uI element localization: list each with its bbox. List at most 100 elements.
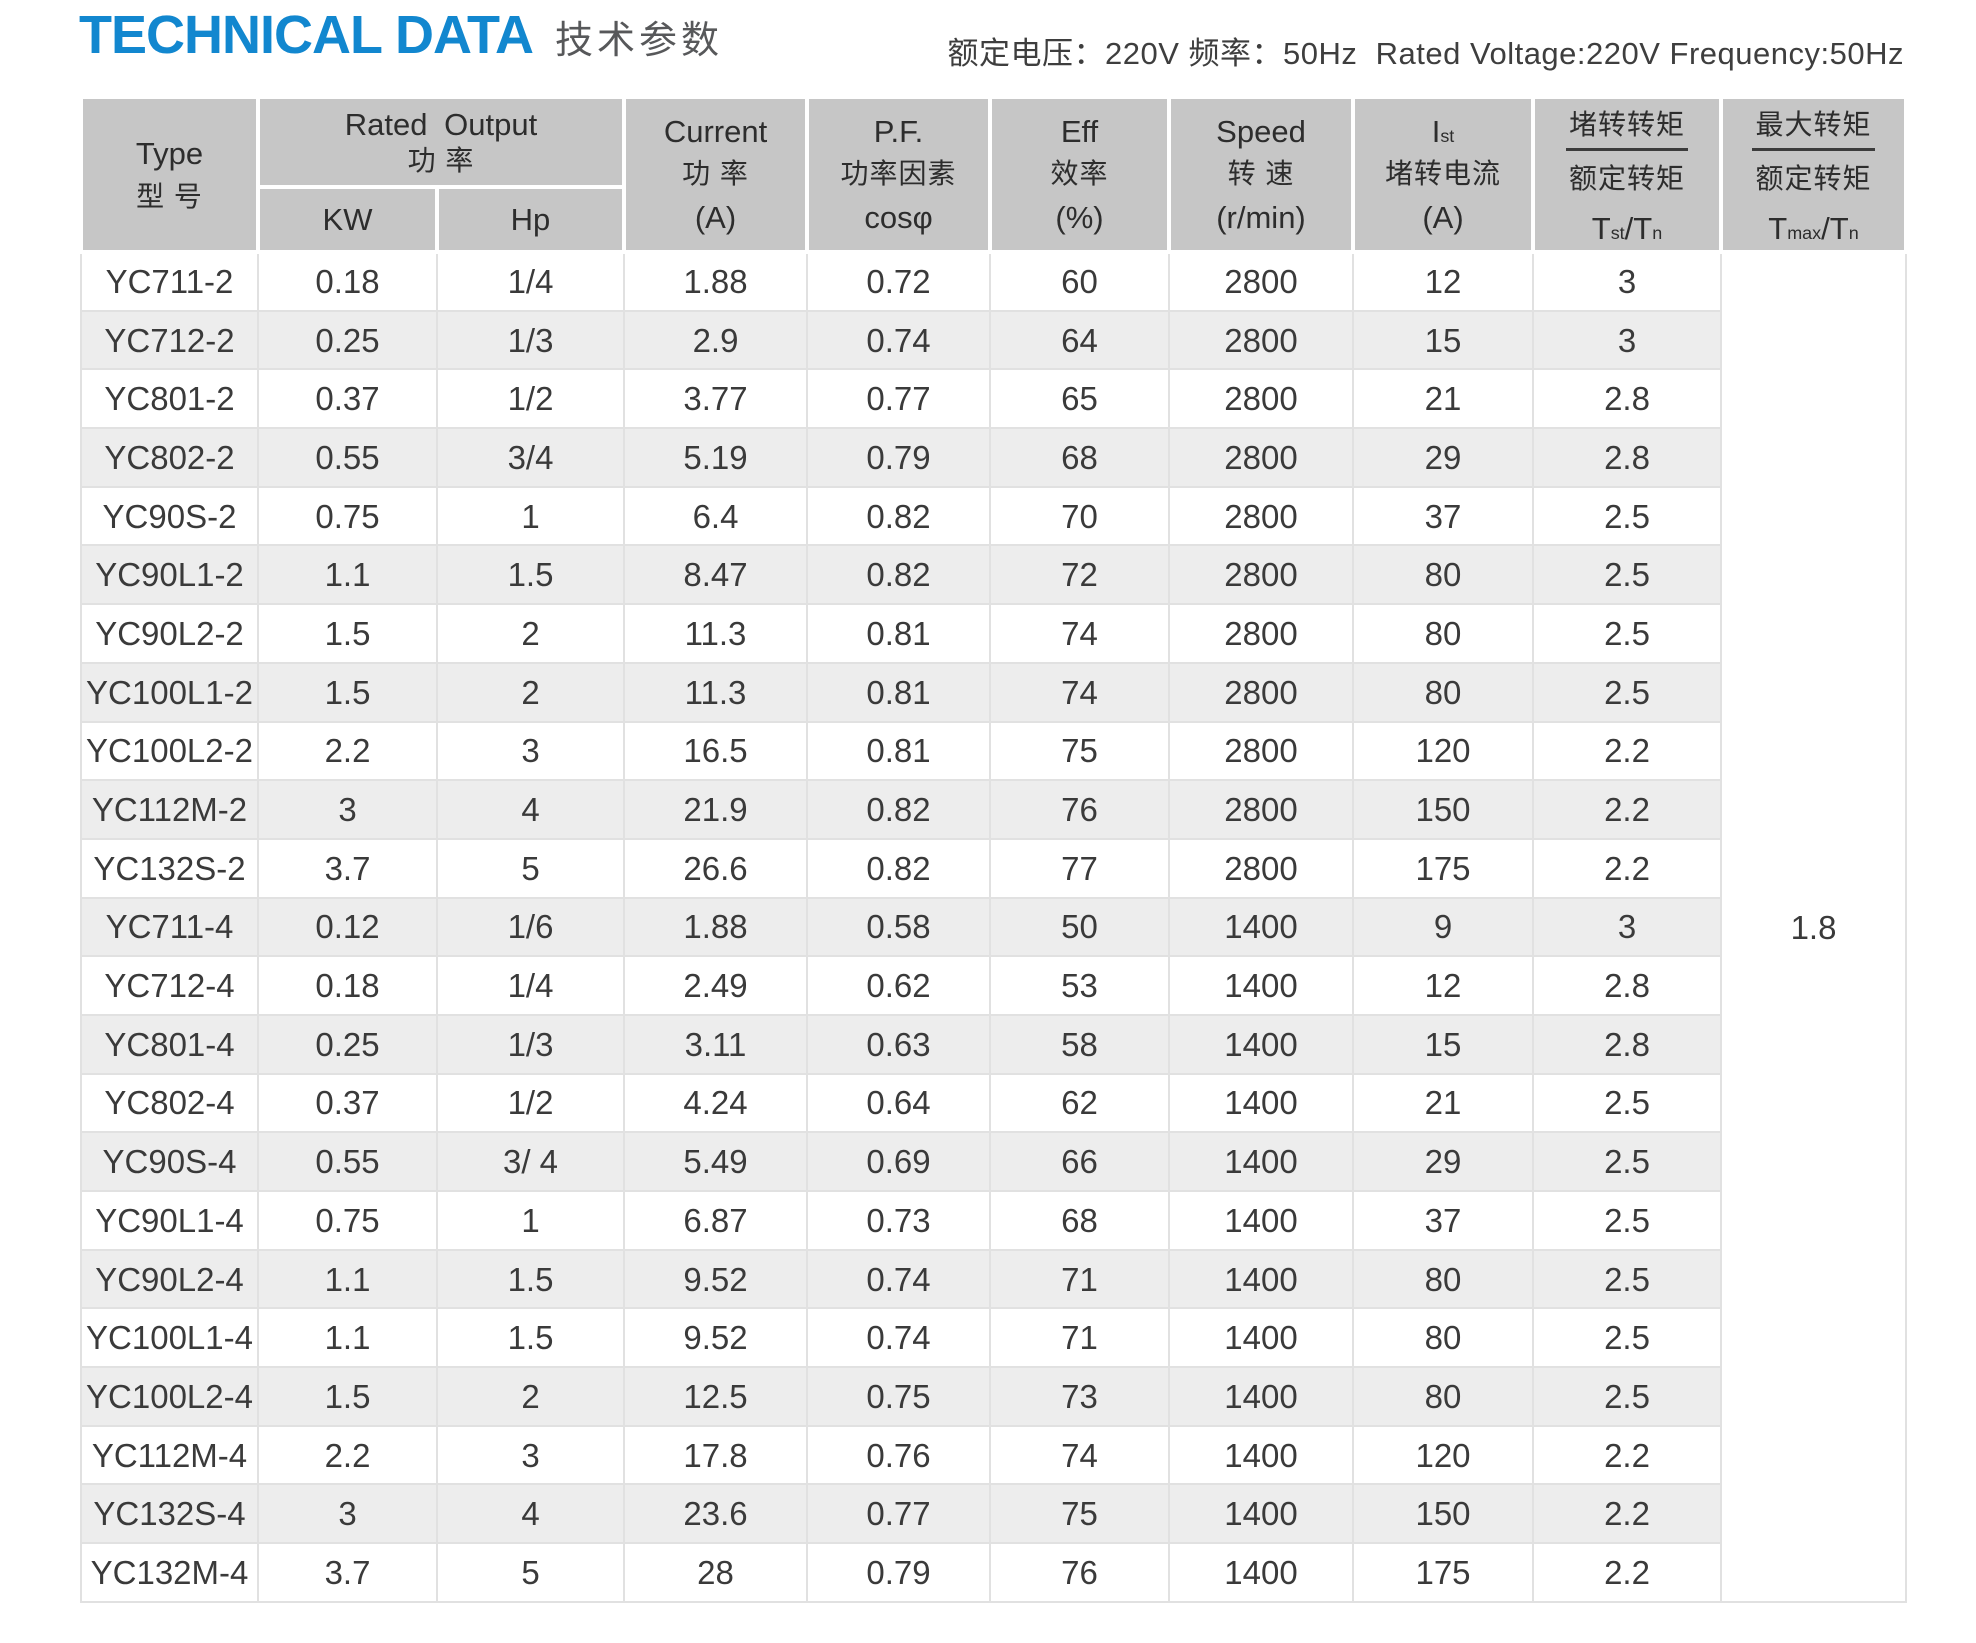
cell-eff: 60 [989,251,1170,312]
page-title-cn: 技术参数 [555,20,724,62]
cell-eff: 58 [989,1013,1170,1075]
cell-pf: 0.82 [806,837,991,899]
header-pf-en: P.F. [873,113,924,149]
cell-hp: 1 [436,485,625,547]
cell-type: YC802-2 [80,427,259,488]
cell-eff: 64 [989,309,1170,371]
cell-eff: 65 [989,368,1170,430]
cell-hp: 5 [436,1542,625,1603]
table-row: YC112M-4 2.2 3 17.8 0.76 74 1400 120 2.2 [80,1424,1906,1486]
cell-hp: 3 [436,1424,625,1486]
header-ist-unit: (A) [1422,199,1464,235]
cell-ist: 175 [1352,837,1534,899]
table-row: YC132S-2 3.7 5 26.6 0.82 77 2800 175 2.2 [80,837,1906,899]
cell-ist: 80 [1352,1366,1534,1427]
cell-type: YC711-4 [80,896,259,958]
cell-type: YC112M-2 [80,779,259,840]
cell-kw: 3.7 [257,1542,438,1603]
cell-speed: 2800 [1168,427,1354,488]
header-rated-output-en: Rated Output [344,107,538,143]
table-row: YC90L2-4 1.1 1.5 9.52 0.74 71 1400 80 2.… [80,1248,1906,1310]
cell-kw: 0.18 [257,251,438,312]
cell-pf: 0.64 [806,1072,991,1134]
header-ist-cn: 堵转电流 [1384,158,1501,190]
table-row: YC100L1-4 1.1 1.5 9.52 0.74 71 1400 80 2… [80,1307,1906,1369]
cell-speed: 1400 [1168,1248,1354,1310]
cell-ist: 150 [1352,779,1534,840]
table-row: YC100L2-4 1.5 2 12.5 0.75 73 1400 80 2.5 [80,1366,1906,1427]
cell-current: 26.6 [623,837,808,899]
cell-hp: 3/4 [436,427,625,488]
cell-eff: 77 [989,837,1170,899]
header-kw: KW [256,185,439,254]
cell-type: YC100L1-4 [80,1307,259,1369]
cell-tst: 2.5 [1532,1131,1722,1192]
header-type-en: Type [135,136,204,172]
cell-pf: 0.75 [806,1366,991,1427]
cell-speed: 1400 [1168,896,1354,958]
header-current-cn: 功 率 [682,158,749,190]
cell-kw: 2.2 [257,1424,438,1486]
cell-eff: 74 [989,661,1170,723]
cell-ist: 175 [1352,1542,1534,1603]
cell-tst: 2.5 [1532,1366,1722,1427]
cell-type: YC90L1-4 [80,1190,259,1251]
cell-hp: 1/3 [436,1013,625,1075]
rating-note: 额定电压：220V 频率：50Hz Rated Voltage:220V Fre… [947,36,1904,71]
cell-tmax-merged: 1.8 [1720,251,1907,1603]
cell-ist: 29 [1352,427,1534,488]
cell-ist: 21 [1352,368,1534,430]
header-ist-symbol: Ist [1431,113,1455,149]
cell-pf: 0.76 [806,1424,991,1486]
header-current: Current 功 率 (A) [622,95,809,254]
cell-type: YC90L2-2 [80,603,259,664]
table-body: YC711-2 0.18 1/4 1.88 0.72 60 2800 12 3 … [80,251,1907,1603]
cell-hp: 1/4 [436,251,625,312]
cell-current: 1.88 [623,896,808,958]
header-eff: Eff 效率 (%) [988,95,1171,254]
cell-tst: 2.8 [1532,1013,1722,1075]
header-pf-cn: 功率因素 [840,158,957,190]
cell-current: 11.3 [623,661,808,723]
cell-kw: 0.25 [257,1013,438,1075]
cell-ist: 80 [1352,661,1534,723]
cell-kw: 0.12 [257,896,438,958]
cell-speed: 1400 [1168,1542,1354,1603]
cell-current: 8.47 [623,544,808,606]
cell-ist: 120 [1352,720,1534,782]
table-row: YC132M-4 3.7 5 28 0.79 76 1400 175 2.2 [80,1542,1906,1603]
cell-speed: 2800 [1168,837,1354,899]
cell-pf: 0.72 [806,251,991,312]
cell-kw: 1.5 [257,1366,438,1427]
cell-hp: 2 [436,661,625,723]
table-row: YC112M-2 3 4 21.9 0.82 76 2800 150 2.2 [80,779,1906,840]
cell-type: YC801-2 [80,368,259,430]
header-pf-formula: cosφ [864,199,933,235]
cell-pf: 0.81 [806,603,991,664]
cell-type: YC100L1-2 [80,661,259,723]
cell-type: YC112M-4 [80,1424,259,1486]
cell-current: 6.87 [623,1190,808,1251]
cell-current: 6.4 [623,485,808,547]
cell-speed: 1400 [1168,1131,1354,1192]
cell-tst: 2.5 [1532,661,1722,723]
cell-type: YC712-2 [80,309,259,371]
cell-type: YC100L2-4 [80,1366,259,1427]
cell-ist: 29 [1352,1131,1534,1192]
header-type-cn: 型 号 [136,180,203,212]
cell-hp: 1.5 [436,544,625,606]
cell-eff: 71 [989,1248,1170,1310]
header-eff-cn: 效率 [1050,158,1109,190]
cell-hp: 3 [436,720,625,782]
cell-type: YC801-4 [80,1013,259,1075]
table-row: YC90S-2 0.75 1 6.4 0.82 70 2800 37 2.5 [80,485,1906,547]
header-tmax-tn: 最大转矩 额定转矩 Tmax/Tn [1719,95,1908,254]
cell-eff: 71 [989,1307,1170,1369]
cell-hp: 1/3 [436,309,625,371]
cell-kw: 0.25 [257,309,438,371]
cell-speed: 1400 [1168,1307,1354,1369]
cell-current: 28 [623,1542,808,1603]
header-tst-tn: 堵转转矩 额定转矩 Tst/Tn [1531,95,1723,254]
cell-pf: 0.73 [806,1190,991,1251]
cell-ist: 80 [1352,1248,1534,1310]
